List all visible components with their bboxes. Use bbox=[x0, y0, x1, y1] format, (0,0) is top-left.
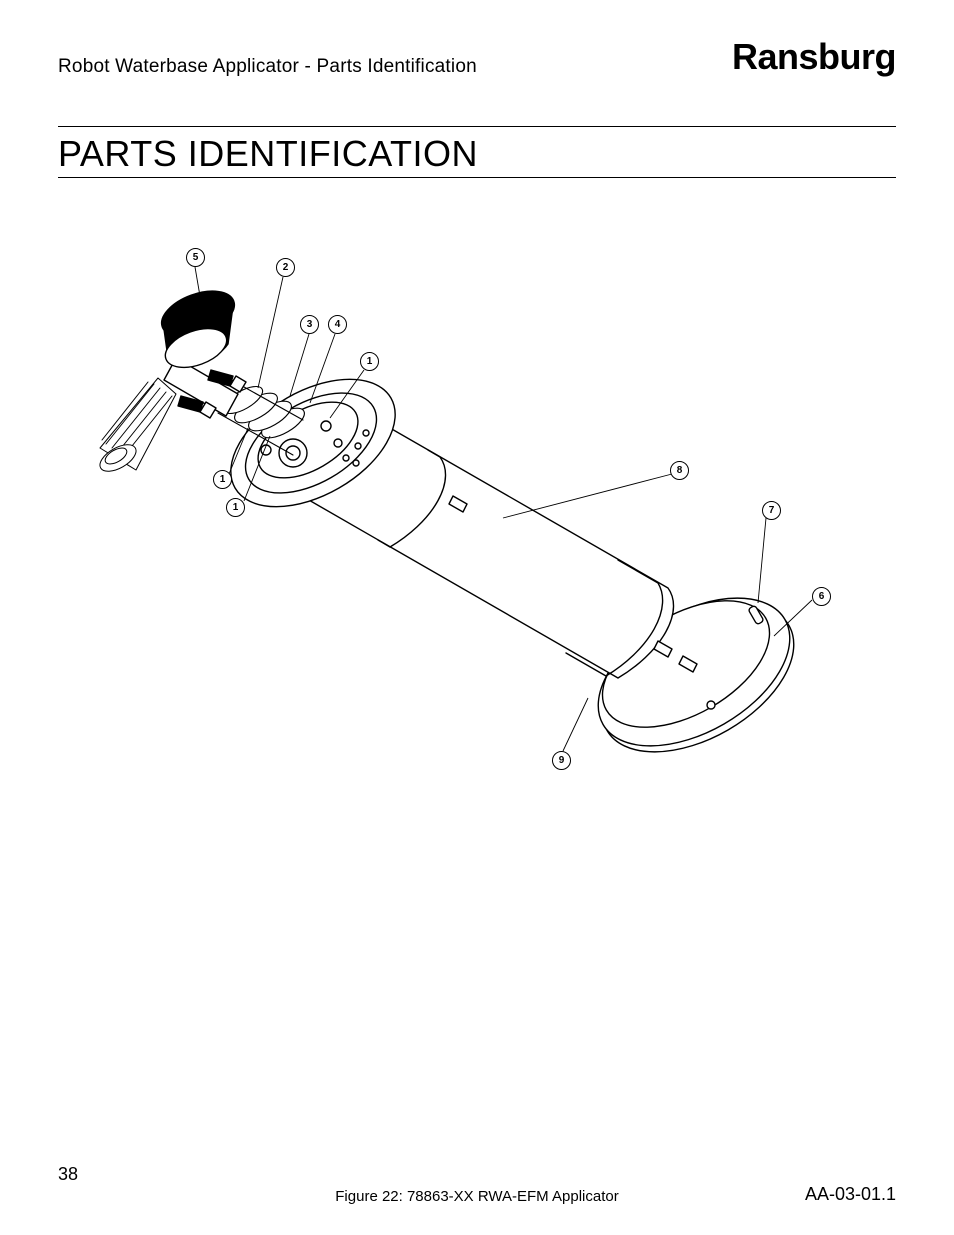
callout-4: 4 bbox=[328, 315, 347, 334]
page-number: 38 bbox=[58, 1164, 78, 1185]
section-title: PARTS IDENTIFICATION bbox=[58, 133, 896, 175]
figure-area: 52341118769 bbox=[58, 218, 896, 998]
callout-1: 1 bbox=[226, 498, 245, 517]
callout-6: 6 bbox=[812, 587, 831, 606]
rule-below-title bbox=[58, 177, 896, 178]
callout-5: 5 bbox=[186, 248, 205, 267]
callout-8: 8 bbox=[670, 461, 689, 480]
applicator-drawing bbox=[58, 218, 896, 998]
callout-1: 1 bbox=[213, 470, 232, 489]
callout-7: 7 bbox=[762, 501, 781, 520]
figure-caption: Figure 22: 78863-XX RWA-EFM Applicator bbox=[58, 1188, 896, 1205]
rule-above-title bbox=[58, 126, 896, 127]
page-header: Robot Waterbase Applicator - Parts Ident… bbox=[58, 36, 896, 78]
callout-9: 9 bbox=[552, 751, 571, 770]
document-id: AA-03-01.1 bbox=[805, 1184, 896, 1205]
header-subtitle: Robot Waterbase Applicator - Parts Ident… bbox=[58, 56, 477, 78]
callout-1: 1 bbox=[360, 352, 379, 371]
brand-logo: Ransburg bbox=[732, 36, 896, 78]
callout-2: 2 bbox=[276, 258, 295, 277]
callout-3: 3 bbox=[300, 315, 319, 334]
